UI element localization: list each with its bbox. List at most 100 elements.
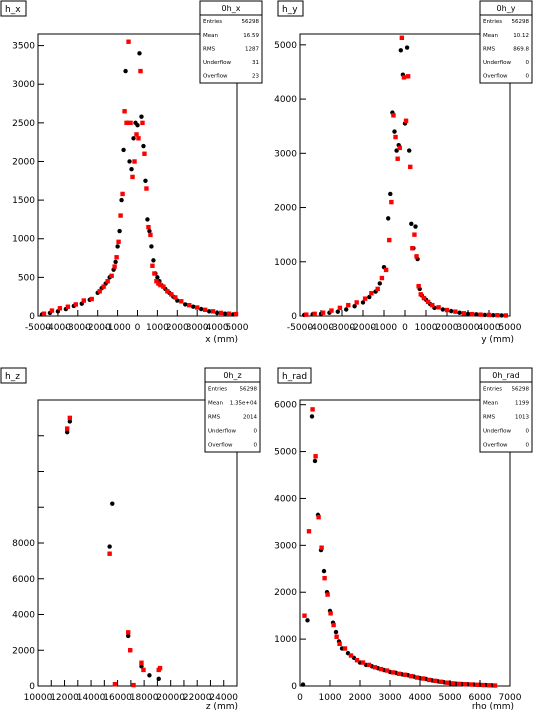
y-tick-label: 1000 xyxy=(12,235,35,245)
stats-value: 23 xyxy=(252,74,259,80)
x-tick-label: -5000 xyxy=(287,323,313,333)
stats-label: Underflow xyxy=(208,428,236,434)
data-point xyxy=(97,289,102,294)
data-point xyxy=(414,254,419,259)
data-point xyxy=(344,307,349,312)
x-tick-label: 5000 xyxy=(439,693,462,703)
data-point xyxy=(149,244,154,249)
stats-label: Entries xyxy=(483,386,502,392)
stats-title: 0h_y xyxy=(497,4,516,13)
stats-frame xyxy=(479,367,533,453)
data-point xyxy=(378,666,384,672)
data-point xyxy=(408,673,414,679)
data-point xyxy=(218,310,224,316)
data-point xyxy=(139,664,144,669)
x-tick-label: 20000 xyxy=(156,693,185,703)
data-point xyxy=(444,680,450,685)
stats-label: Mean xyxy=(203,33,218,39)
data-point xyxy=(410,246,415,251)
data-point xyxy=(335,309,340,314)
data-point xyxy=(456,681,462,687)
x-tick-label: 1000 xyxy=(415,323,438,333)
x-tick-label: 6000 xyxy=(469,693,492,703)
data-point xyxy=(396,671,402,677)
y-tick-label: 5000 xyxy=(274,448,297,458)
data-point xyxy=(480,682,486,688)
data-point xyxy=(474,682,480,687)
stats-value: 0 xyxy=(526,74,530,80)
data-point xyxy=(478,312,483,317)
stats-value: 56298 xyxy=(242,19,260,25)
y-tick-label: 0 xyxy=(29,682,35,692)
stats-value: 1287 xyxy=(245,46,259,52)
data-point xyxy=(144,186,149,191)
data-point xyxy=(366,662,372,668)
stats-value: 0 xyxy=(254,428,258,434)
y-tick-label: 4000 xyxy=(274,95,297,105)
data-point xyxy=(331,622,336,628)
x-tick-label: -1000 xyxy=(371,323,397,333)
y-tick-label: 3000 xyxy=(274,149,297,159)
data-point xyxy=(145,217,150,222)
x-axis-label: z (mm) xyxy=(206,702,238,712)
data-point xyxy=(390,670,396,675)
data-point xyxy=(393,134,398,140)
x-tick-label: 3000 xyxy=(457,323,480,333)
data-point xyxy=(155,275,160,280)
stats-label: RMS xyxy=(483,414,496,420)
data-point xyxy=(67,419,73,424)
stats-value: 56298 xyxy=(240,386,258,392)
data-point xyxy=(129,167,134,172)
data-point xyxy=(440,307,445,312)
data-point xyxy=(402,672,408,677)
x-tick-label: 14000 xyxy=(77,693,106,703)
data-point xyxy=(135,122,140,128)
stats-box: 0h_z Entries 56298 Mean 1.35e+04 RMS 2014 Under… xyxy=(204,367,261,453)
data-point xyxy=(150,263,155,268)
data-point xyxy=(418,292,423,297)
panel-h-x: h_x -5000-4000-3000-2000-1000 0 1000200030… xyxy=(0,0,263,345)
data-point xyxy=(126,630,131,635)
panel-h-rad: h_rad 0 1000 2000 3000 4000 5000 6000 7000 0 1000… xyxy=(274,367,533,712)
x-tick-label: 16000 xyxy=(103,693,132,703)
x-tick-label: 7000 xyxy=(499,693,522,703)
data-point xyxy=(41,311,47,316)
data-point xyxy=(118,213,123,218)
plot-area: 1000012000140001600018000200002200024000… xyxy=(12,399,238,703)
data-point xyxy=(304,312,309,317)
data-point xyxy=(57,306,63,311)
data-point xyxy=(112,682,118,687)
data-point xyxy=(468,682,474,687)
x-tick-label: 5000 xyxy=(226,323,249,333)
x-tick-label: 22000 xyxy=(183,693,212,703)
data-point xyxy=(420,676,426,681)
data-point xyxy=(81,298,86,303)
data-point xyxy=(131,682,136,688)
data-point xyxy=(491,312,496,318)
data-point xyxy=(151,258,156,263)
title-box xyxy=(277,0,304,17)
data-point xyxy=(348,653,354,658)
x-tick-label: 5000 xyxy=(499,323,522,333)
title-box xyxy=(0,0,27,17)
stats-value: 2014 xyxy=(243,414,257,420)
chart-title: h_z xyxy=(5,372,20,382)
data-point xyxy=(386,216,391,221)
stats-value: 31 xyxy=(252,60,259,66)
data-point xyxy=(408,164,413,170)
data-point xyxy=(412,232,417,237)
data-point xyxy=(195,305,200,310)
data-point xyxy=(310,407,315,412)
y-tick-label: 3000 xyxy=(274,541,297,551)
stats-value: 16.59 xyxy=(243,33,259,39)
y-tick-label: 4000 xyxy=(274,494,297,504)
chart-title: h_rad xyxy=(282,372,307,382)
stats-title: 0h_z xyxy=(223,371,241,380)
chart-title: h_x xyxy=(5,5,21,15)
x-tick-label: 1000 xyxy=(146,323,169,333)
data-point xyxy=(387,237,392,243)
x-tick-label: -3000 xyxy=(65,323,91,333)
data-point xyxy=(325,592,330,597)
data-point xyxy=(329,308,334,313)
